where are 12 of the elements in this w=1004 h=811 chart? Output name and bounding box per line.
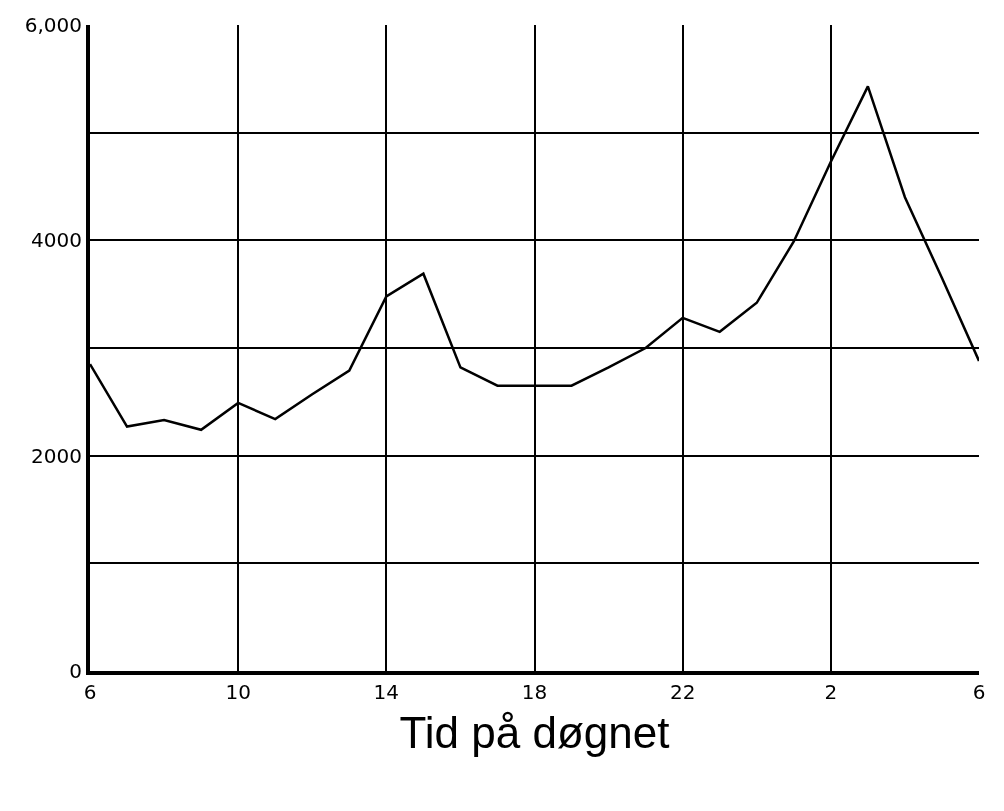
x-axis-title: Tid på døgnet [399, 707, 670, 757]
y-tick-label: 6,000 [24, 13, 82, 37]
x-tick-label: 6 [972, 680, 986, 704]
y-tick-label: 0 [69, 659, 82, 683]
x-tick-label: 10 [225, 680, 251, 704]
x-tick-label: 14 [373, 680, 400, 704]
x-tick-label: 22 [669, 680, 696, 704]
x-tick-label: 6 [83, 680, 97, 704]
y-tick-label: 4000 [31, 228, 82, 253]
y-tick-label: 2000 [31, 443, 82, 468]
x-tick-label: 18 [521, 680, 548, 704]
x-tick-label: 2 [824, 680, 838, 704]
